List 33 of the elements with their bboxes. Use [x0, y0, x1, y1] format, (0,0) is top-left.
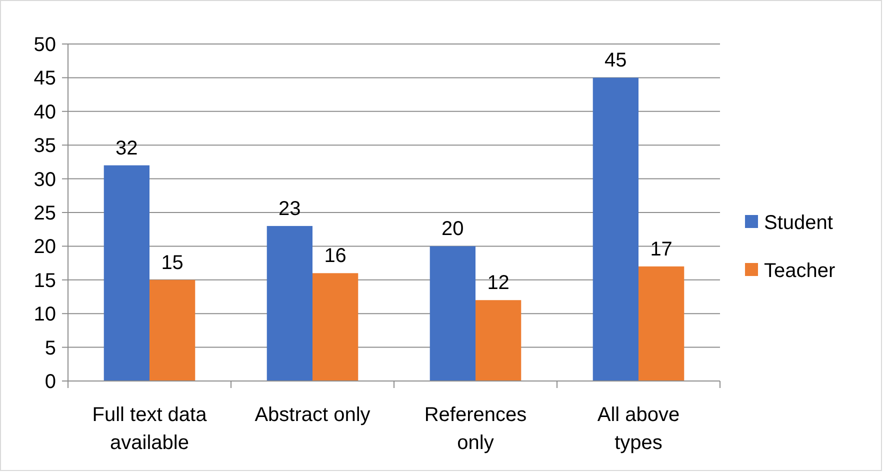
data-label: 45 — [604, 50, 627, 72]
y-tick-label: 5 — [44, 337, 56, 360]
y-tick-label: 15 — [34, 270, 56, 292]
data-label: 15 — [161, 252, 184, 274]
bar — [104, 165, 150, 381]
data-label: 12 — [487, 272, 510, 294]
y-tick-label: 30 — [34, 168, 56, 191]
bar — [476, 300, 522, 381]
data-label: 32 — [116, 137, 138, 160]
bar — [150, 280, 196, 381]
data-label: 23 — [278, 198, 301, 220]
data-label: 20 — [442, 218, 464, 240]
y-tick-label: 20 — [34, 236, 56, 258]
data-label: 16 — [324, 245, 346, 268]
bar — [312, 273, 358, 381]
bar — [592, 78, 638, 381]
bar — [430, 246, 476, 381]
y-tick-label: 45 — [34, 68, 56, 90]
x-tick-label: References only — [424, 404, 527, 454]
y-tick-label: 50 — [34, 34, 56, 56]
bar — [266, 226, 312, 381]
y-tick-label: 10 — [34, 304, 56, 326]
bar — [638, 266, 684, 381]
x-tick-label: Full text data available — [92, 404, 208, 454]
x-tick-label: Abstract only — [254, 404, 370, 426]
y-tick-label: 40 — [34, 101, 56, 124]
y-tick-label: 0 — [44, 371, 56, 393]
y-tick-label: 25 — [34, 202, 56, 224]
legend-label: Teacher — [764, 260, 836, 282]
legend-label: Student — [764, 212, 834, 234]
y-tick-label: 35 — [34, 135, 56, 158]
x-tick-label: All above types — [597, 404, 680, 454]
data-label: 17 — [650, 238, 672, 260]
